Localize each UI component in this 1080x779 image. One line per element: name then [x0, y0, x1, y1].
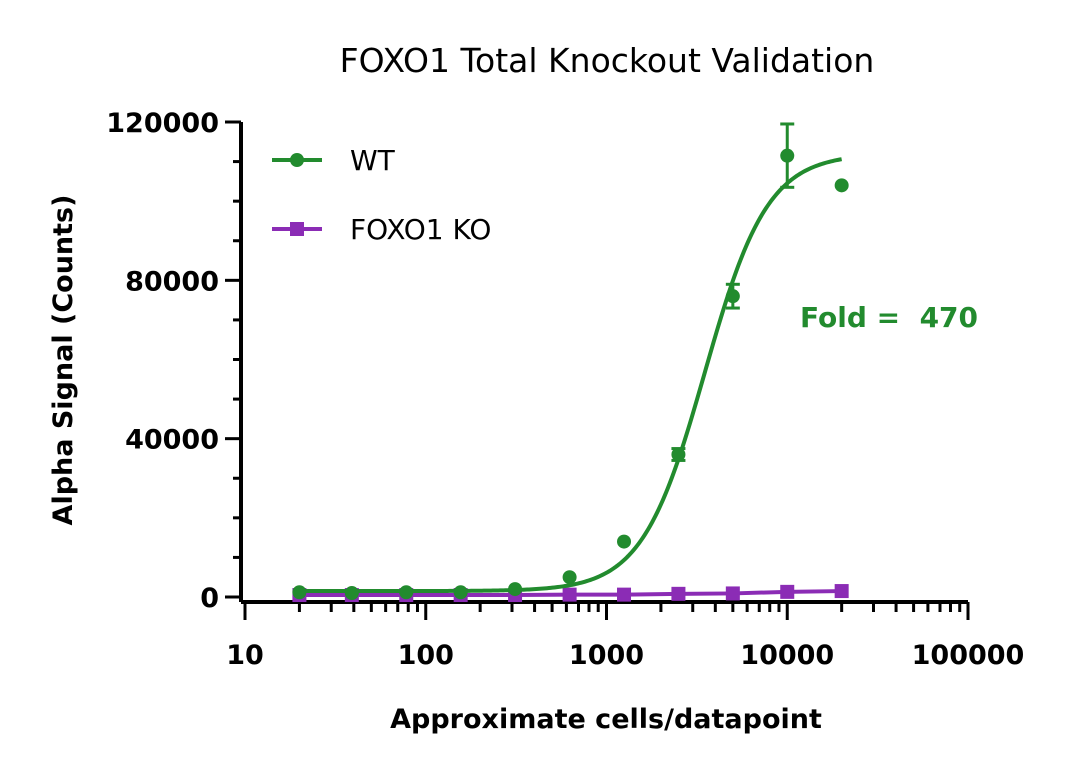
y-axis-label: Alpha Signal (Counts) — [48, 195, 79, 526]
chart-title: FOXO1 Total Knockout Validation — [340, 41, 875, 80]
ko-point — [562, 587, 577, 602]
x-tick-label: 100000 — [912, 640, 1025, 671]
wt-point — [617, 534, 632, 549]
ko-point — [834, 584, 849, 599]
wt-point — [671, 447, 686, 462]
x-axis-label: Approximate cells/datapoint — [390, 704, 822, 735]
ko-point — [725, 586, 740, 601]
x-tick-label: 10 — [226, 640, 264, 671]
legend-marker-wt — [290, 153, 304, 167]
wt-point — [834, 178, 849, 193]
wt-point — [453, 585, 468, 600]
y-tick-label: 0 — [200, 583, 219, 614]
ko-point — [671, 586, 686, 601]
ko-point — [780, 584, 795, 599]
wt-fit-curve — [299, 157, 843, 594]
wt-point — [399, 585, 414, 600]
fold-annotation: Fold = 470 — [800, 301, 978, 334]
wt-point — [344, 586, 359, 601]
wt-point — [780, 148, 795, 163]
ko-point — [617, 587, 632, 602]
legend: WT FOXO1 KO — [272, 144, 491, 246]
x-tick-label: 10000 — [740, 640, 834, 671]
wt-point — [562, 570, 577, 585]
legend-label-wt: WT — [350, 144, 396, 177]
y-tick-label: 40000 — [125, 425, 219, 456]
wt-point — [725, 289, 740, 304]
y-tick-label: 80000 — [125, 266, 219, 297]
wt-point — [508, 582, 523, 597]
legend-label-ko: FOXO1 KO — [350, 213, 491, 246]
legend-marker-ko — [290, 222, 304, 236]
x-tick-label: 100 — [398, 640, 454, 671]
x-tick-label: 1000 — [569, 640, 644, 671]
y-tick-label: 120000 — [106, 108, 219, 139]
wt-point — [292, 585, 307, 600]
